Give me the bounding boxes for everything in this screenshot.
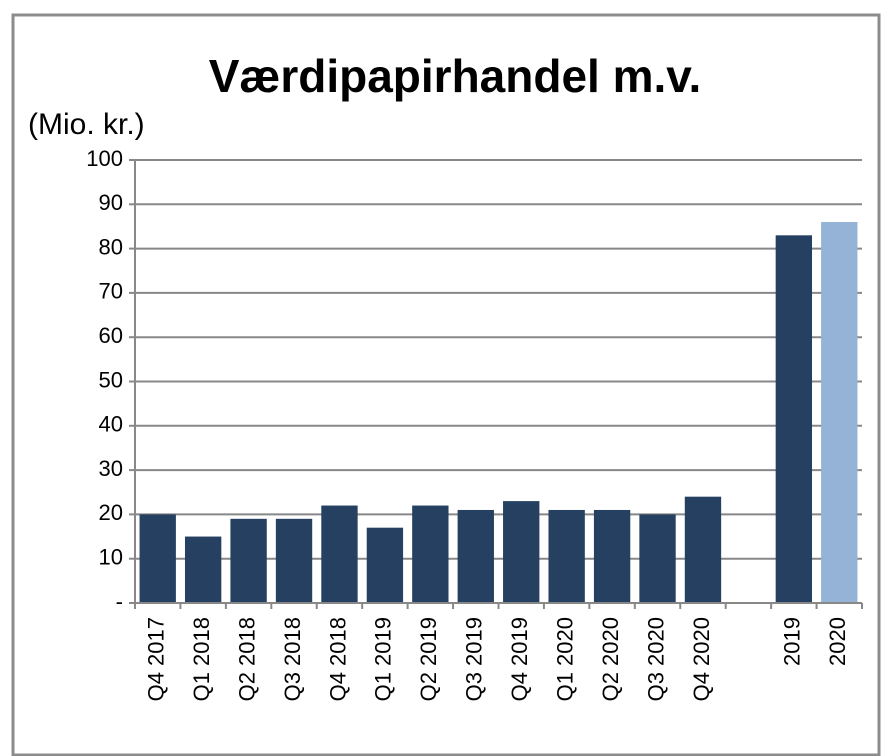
x-tick-label: Q1 2019 xyxy=(371,617,396,701)
y-tick-label: 60 xyxy=(99,323,123,348)
bar xyxy=(366,527,404,603)
x-tick-label: Q3 2018 xyxy=(280,617,305,701)
y-tick-label: 20 xyxy=(99,500,123,525)
y-tick-label: 40 xyxy=(99,412,123,437)
x-tick-label: Q2 2019 xyxy=(416,617,441,701)
bar xyxy=(321,505,358,603)
y-tick-label: - xyxy=(116,589,123,614)
x-tick-label: 2020 xyxy=(825,617,850,666)
bar xyxy=(139,514,176,603)
bar xyxy=(639,514,676,603)
x-tick-label: Q3 2020 xyxy=(643,617,668,701)
x-tick-label: 2019 xyxy=(780,617,805,666)
x-tick-label: Q4 2019 xyxy=(507,617,532,701)
chart-title: Værdipapirhandel m.v. xyxy=(209,50,701,102)
bar xyxy=(593,509,631,603)
y-tick-label: 80 xyxy=(99,234,123,259)
y-axis-label: (Mio. kr.) xyxy=(28,108,145,141)
y-tick-label: 100 xyxy=(86,146,123,171)
bar xyxy=(821,222,858,603)
bar xyxy=(503,501,540,603)
bar xyxy=(412,505,449,603)
x-tick-label: Q3 2019 xyxy=(462,617,487,701)
y-tick-label: 90 xyxy=(99,190,123,215)
bar xyxy=(457,509,494,603)
y-tick-label: 50 xyxy=(99,367,123,392)
bar xyxy=(275,518,313,603)
bar xyxy=(230,518,267,603)
x-tick-label: Q2 2020 xyxy=(598,617,623,701)
y-tick-label: 30 xyxy=(99,456,123,481)
x-tick-label: Q1 2020 xyxy=(552,617,577,701)
x-tick-label: Q4 2017 xyxy=(144,617,169,701)
x-tick-label: Q2 2018 xyxy=(234,617,259,701)
y-tick-label: 10 xyxy=(99,545,123,570)
x-tick-label: Q1 2018 xyxy=(189,617,214,701)
x-tick-label: Q4 2020 xyxy=(689,617,714,701)
bar xyxy=(684,496,722,603)
bar xyxy=(775,235,813,603)
chart-frame xyxy=(11,13,881,756)
bar xyxy=(548,509,585,603)
bar xyxy=(184,536,222,603)
y-tick-label: 70 xyxy=(99,279,123,304)
x-tick-label: Q4 2018 xyxy=(325,617,350,701)
